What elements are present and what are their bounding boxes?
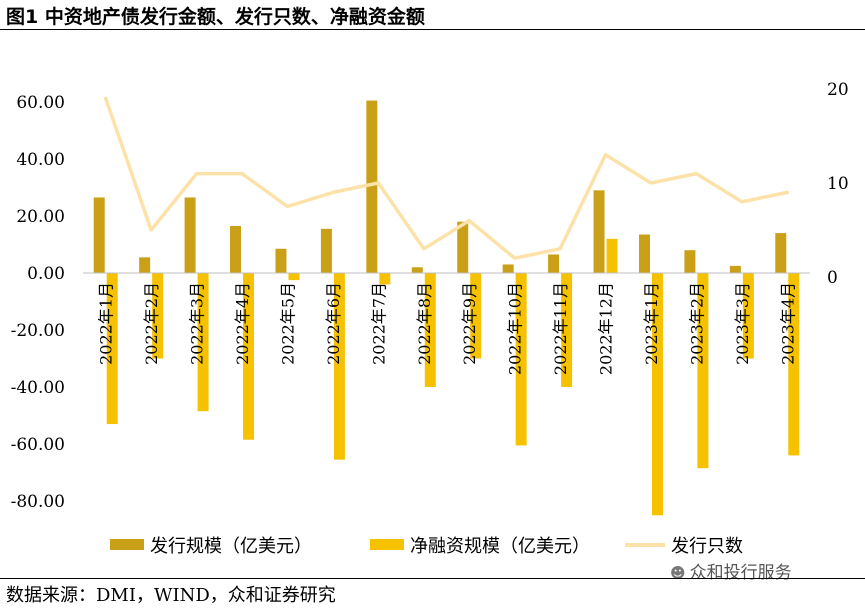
line-issue-count xyxy=(103,96,790,260)
bar-issuance xyxy=(139,257,151,273)
watermark: ☻ 众和投行服务 xyxy=(670,558,792,583)
chart-title: 图1 中资地产债发行金额、发行只数、净融资金额 xyxy=(6,6,425,28)
left-tick-label: -20.00 xyxy=(11,321,65,341)
line-series-group xyxy=(103,96,790,260)
category-label: 2022年8月 xyxy=(415,282,434,365)
bar-issuance xyxy=(638,234,650,273)
category-label: 2022年7月 xyxy=(369,282,388,365)
category-label: 2022年4月 xyxy=(233,282,252,365)
bar-issuance xyxy=(593,190,605,273)
left-axis: 60.00 40.00 20.00 0.00 -20.00 -40.00 -60.00 -80… xyxy=(11,93,65,512)
left-tick-label: -80.00 xyxy=(11,492,65,512)
bar-net-financing xyxy=(197,273,209,412)
bar-net-financing xyxy=(651,273,663,516)
category-label: 2023年3月 xyxy=(733,282,752,365)
category-label: 2022年11月 xyxy=(551,282,570,375)
bar-net-financing xyxy=(333,273,345,460)
right-axis: 20 10 0 xyxy=(827,80,849,288)
bar-issuance xyxy=(548,254,560,273)
bar-net-financing xyxy=(379,273,391,285)
bar-net-financing xyxy=(788,273,800,456)
bars-group xyxy=(93,100,800,516)
category-label: 2023年1月 xyxy=(642,282,661,365)
bar-net-financing xyxy=(561,273,573,387)
bar-issuance xyxy=(684,250,696,273)
category-labels: 2022年1月 2022年2月 2022年3月 2022年4月 2022年5月 2022年… xyxy=(97,282,798,375)
bar-issuance xyxy=(275,248,287,273)
left-tick-label: 60.00 xyxy=(16,93,65,113)
category-label: 2022年12月 xyxy=(597,282,616,375)
bar-net-financing xyxy=(152,273,164,359)
category-label: 2022年2月 xyxy=(142,282,161,365)
bar-net-financing xyxy=(697,273,709,469)
left-tick-label: 40.00 xyxy=(16,150,65,170)
bar-issuance xyxy=(366,100,378,273)
bar-net-financing xyxy=(515,273,527,446)
category-label: 2022年10月 xyxy=(506,282,525,375)
bar-issuance xyxy=(230,225,242,273)
category-label: 2022年5月 xyxy=(278,282,297,365)
legend-label: 发行规模（亿美元） xyxy=(150,536,312,557)
bar-issuance xyxy=(729,265,741,273)
bar-issuance xyxy=(320,228,332,273)
bar-issuance xyxy=(457,221,469,273)
bar-net-financing xyxy=(742,273,754,359)
right-tick-label: 20 xyxy=(827,80,849,100)
chart-area: 60.00 40.00 20.00 0.00 -20.00 -40.00 -60.00 -80… xyxy=(11,80,849,557)
category-label: 2023年4月 xyxy=(778,282,797,365)
right-tick-label: 10 xyxy=(827,174,849,194)
legend-swatch xyxy=(370,539,404,550)
category-label: 2022年3月 xyxy=(188,282,207,365)
title-rule xyxy=(0,29,865,30)
source-rule xyxy=(0,578,865,579)
legend-label: 净融资规模（亿美元） xyxy=(410,536,590,557)
left-tick-label: -40.00 xyxy=(11,378,65,398)
bar-issuance xyxy=(502,264,514,273)
watermark-text: 众和投行服务 xyxy=(689,563,792,583)
bar-net-financing xyxy=(106,273,118,425)
bar-net-financing xyxy=(288,273,300,281)
bar-net-financing xyxy=(470,273,482,359)
left-tick-label: 20.00 xyxy=(16,207,65,227)
category-label: 2022年6月 xyxy=(324,282,343,365)
bar-issuance xyxy=(775,233,787,273)
left-tick-label: 0.00 xyxy=(27,264,65,284)
category-label: 2022年9月 xyxy=(460,282,479,365)
bar-net-financing xyxy=(606,238,618,273)
legend: 发行规模（亿美元） 净融资规模（亿美元） 发行只数 xyxy=(110,536,743,557)
right-tick-label: 0 xyxy=(827,268,838,288)
bar-issuance xyxy=(184,197,196,273)
bar-issuance xyxy=(411,267,423,273)
left-tick-label: -60.00 xyxy=(11,435,65,455)
legend-label: 发行只数 xyxy=(671,536,743,557)
wechat-bubble-icon: ☻ xyxy=(670,564,686,582)
bar-net-financing xyxy=(243,273,255,440)
category-label: 2022年1月 xyxy=(97,282,116,365)
bar-net-financing xyxy=(424,273,436,387)
legend-swatch xyxy=(110,539,144,550)
bar-issuance xyxy=(93,197,105,273)
category-label: 2023年2月 xyxy=(687,282,706,365)
source-note: 数据来源：DMI，WIND，众和证券研究 xyxy=(6,585,336,606)
